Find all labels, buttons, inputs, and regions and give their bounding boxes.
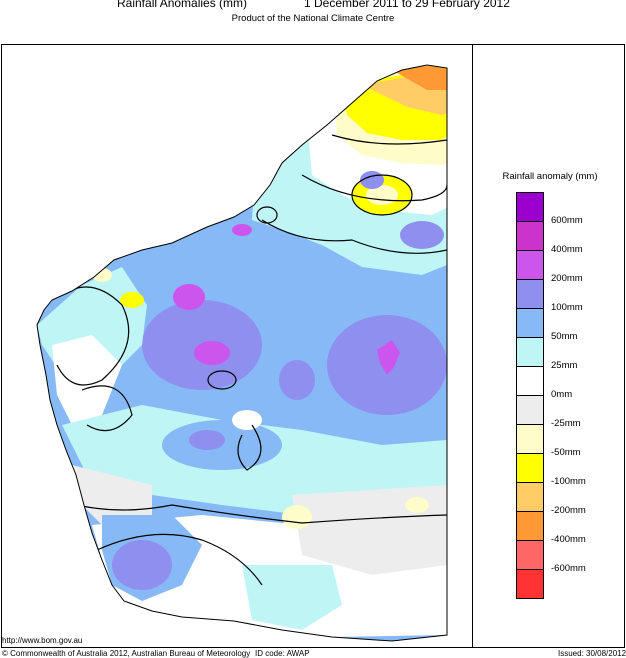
period-text: 1 December 2011 to 29 February 2012 (304, 0, 510, 10)
issued-date: Issued: 30/08/2012 (558, 649, 626, 658)
legend-swatch (516, 395, 544, 425)
legend-tick-label: 200mm (551, 273, 583, 284)
legend-tick-label: -600mm (551, 563, 586, 574)
map-frame (1, 44, 625, 648)
legend-tick-label: 100mm (551, 302, 583, 313)
source-url: http://www.bom.gov.au (2, 636, 83, 645)
legend-title: Rainfall anomaly (mm) (502, 171, 598, 182)
legend-swatch (516, 540, 544, 570)
legend-swatch (516, 337, 544, 367)
legend-tick-label: 50mm (551, 331, 578, 342)
copyright-text: © Commonwealth of Australia 2012, Austra… (2, 649, 251, 658)
legend-swatch (516, 308, 544, 338)
legend-swatch (516, 250, 544, 280)
legend-swatch (516, 569, 544, 599)
legend-swatch (516, 424, 544, 454)
legend-tick-label: -100mm (551, 476, 586, 487)
legend-swatch (516, 453, 544, 483)
legend-swatch (516, 192, 544, 222)
legend-tick-label: 25mm (551, 360, 578, 371)
legend-tick-label: 0mm (551, 389, 573, 400)
legend-swatch (516, 482, 544, 512)
legend-swatch (516, 221, 544, 251)
id-code: ID code: AWAP (255, 649, 310, 658)
rainfall-anomaly-map (36, 64, 448, 642)
legend-swatch (516, 511, 544, 541)
legend-divider (472, 44, 473, 648)
legend-tick-label: 600mm (551, 215, 583, 226)
legend-swatch (516, 279, 544, 309)
legend-tick-label: -25mm (551, 418, 581, 429)
legend-tick-label: -50mm (551, 447, 581, 458)
legend-tick-label: -200mm (551, 505, 586, 516)
legend-swatch (516, 366, 544, 396)
legend-tick-label: -400mm (551, 534, 586, 545)
subtitle: Product of the National Climate Centre (231, 13, 395, 24)
title-text: Rainfall Anomalies (mm) (117, 0, 248, 10)
legend-tick-label: 400mm (551, 244, 583, 255)
